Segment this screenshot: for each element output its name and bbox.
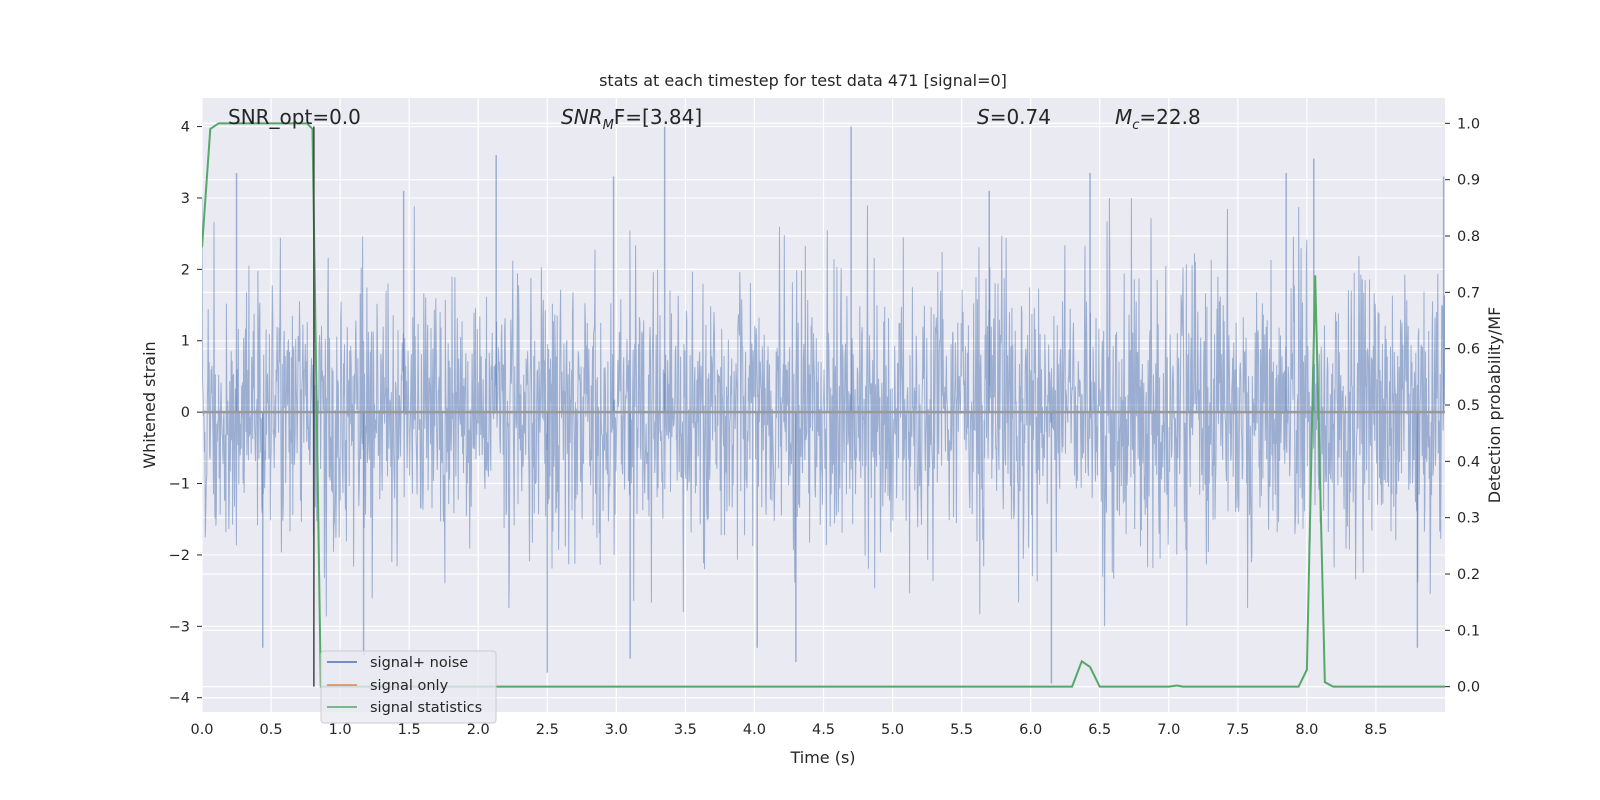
snr-mf-value: F=[3.84] xyxy=(614,105,702,129)
x-tick-label: 8.5 xyxy=(1364,722,1387,738)
left-y-tick-labels: −4 −3 −2 −1 0 1 2 3 4 xyxy=(169,120,202,707)
x-tick-label: 1.0 xyxy=(329,722,352,738)
mc-subscript: c xyxy=(1132,118,1139,133)
right-y-tick-label: 0.6 xyxy=(1457,342,1480,358)
x-tick-label: 7.0 xyxy=(1157,722,1180,738)
snr-mf-annotation: SNRMF=[3.84] xyxy=(561,105,702,133)
legend: signal+ noise signal only signal statist… xyxy=(320,650,497,724)
left-y-tick-label: 1 xyxy=(181,334,190,350)
right-y-tick-label: 0.8 xyxy=(1457,229,1480,245)
left-y-tick-label: −1 xyxy=(169,477,190,493)
x-tick-label: 4.5 xyxy=(812,722,835,738)
x-tick-label: 5.5 xyxy=(950,722,973,738)
left-y-tick-label: 2 xyxy=(181,262,190,278)
s-value: =0.74 xyxy=(990,105,1051,129)
s-prefix: S xyxy=(977,105,990,129)
x-tick-label: 6.5 xyxy=(1088,722,1111,738)
x-tick-label: 6.0 xyxy=(1019,722,1042,738)
left-y-tick-label: −2 xyxy=(169,548,190,564)
x-tick-labels: 0.0 0.5 1.0 1.5 2.0 2.5 3.0 3.5 4.0 4.5 5.0 5.5 6.0 6… xyxy=(190,722,1387,738)
left-y-tick-label: −4 xyxy=(169,691,190,707)
right-y-tick-label: 0.5 xyxy=(1457,398,1480,414)
x-tick-label: 0.5 xyxy=(260,722,283,738)
legend-label-signal-only: signal only xyxy=(370,678,449,694)
chart-title: stats at each timestep for test data 471… xyxy=(599,71,1007,90)
left-y-tick-label: 3 xyxy=(181,191,190,207)
x-tick-label: 2.5 xyxy=(536,722,559,738)
left-y-tick-label: −3 xyxy=(169,619,190,635)
legend-label-signal-statistics: signal statistics xyxy=(370,700,482,716)
right-y-tick-label: 0.4 xyxy=(1457,454,1480,470)
x-tick-label: 7.5 xyxy=(1226,722,1249,738)
x-axis-label: Time (s) xyxy=(789,748,855,767)
x-tick-label: 5.0 xyxy=(881,722,904,738)
x-tick-label: 8.0 xyxy=(1295,722,1318,738)
x-tick-label: 0.0 xyxy=(190,722,213,738)
left-y-axis-label: Whitened strain xyxy=(140,341,159,468)
left-y-tick-label: 4 xyxy=(181,120,190,136)
mc-annotation: Mc=22.8 xyxy=(1115,105,1201,133)
x-tick-label: 2.0 xyxy=(467,722,490,738)
x-tick-label: 1.5 xyxy=(398,722,421,738)
right-y-tick-label: 0.3 xyxy=(1457,511,1480,527)
series-layer xyxy=(202,122,1445,688)
right-y-tick-label: 1.0 xyxy=(1457,116,1480,132)
right-y-tick-labels: 0.0 0.1 0.2 0.3 0.4 0.5 0.6 0.7 0.8 0.9 1.0 xyxy=(1445,116,1480,696)
mc-prefix: M xyxy=(1115,105,1132,129)
left-y-tick-label: 0 xyxy=(181,405,190,421)
x-tick-label: 3.0 xyxy=(605,722,628,738)
legend-box xyxy=(320,650,497,724)
series-signal-statistics-line xyxy=(202,122,1445,688)
right-y-tick-label: 0.7 xyxy=(1457,285,1480,301)
x-tick-label: 4.0 xyxy=(743,722,766,738)
series-signal-noise-line xyxy=(202,197,1445,627)
x-tick-label: 3.5 xyxy=(674,722,697,738)
mc-value: =22.8 xyxy=(1139,105,1200,129)
right-y-axis-label: Detection probability/MF xyxy=(1485,307,1504,504)
right-y-tick-label: 0.9 xyxy=(1457,173,1480,189)
right-y-tick-label: 0.2 xyxy=(1457,567,1480,583)
left-y-gridlines xyxy=(202,125,1445,699)
snr-mf-subscript: M xyxy=(603,118,614,133)
right-y-tick-label: 0.1 xyxy=(1457,623,1480,639)
right-y-tick-label: 0.0 xyxy=(1457,680,1480,696)
legend-label-signal-noise: signal+ noise xyxy=(370,655,468,671)
snr-opt-annotation: SNR_opt=0.0 xyxy=(228,105,361,129)
s-annotation: S=0.74 xyxy=(977,105,1051,129)
snr-mf-prefix: SNR xyxy=(561,105,603,129)
